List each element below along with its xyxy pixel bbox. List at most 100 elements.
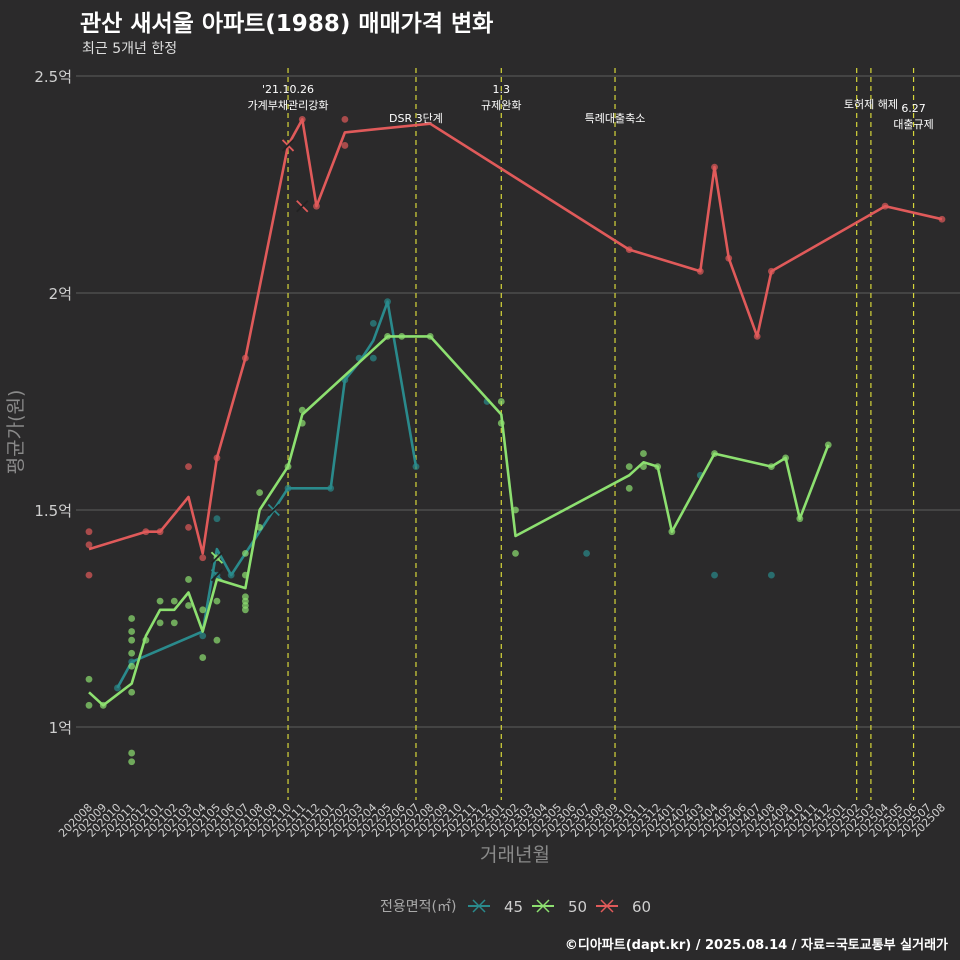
data-point	[668, 528, 676, 536]
data-point	[327, 484, 335, 492]
legend-item-45: 45	[468, 898, 523, 916]
data-point	[241, 550, 249, 557]
data-point	[213, 597, 221, 605]
data-point	[824, 441, 832, 449]
data-point	[398, 333, 406, 340]
data-point	[142, 528, 150, 536]
data-point	[256, 523, 263, 531]
data-point	[114, 684, 121, 692]
data-point	[711, 163, 718, 171]
data-point	[256, 489, 263, 497]
data-point	[341, 116, 349, 123]
data-point	[654, 463, 662, 470]
data-point	[625, 484, 633, 492]
legend-item-50: 50	[532, 898, 587, 916]
data-point	[185, 602, 192, 609]
y-axis-label: 평균가(원)	[5, 390, 27, 475]
data-point	[128, 615, 136, 622]
data-point	[128, 662, 136, 670]
data-point	[711, 571, 718, 579]
data-point	[384, 333, 391, 340]
data-point	[782, 454, 790, 462]
data-point	[768, 463, 775, 470]
data-point	[369, 319, 377, 327]
data-point	[412, 463, 420, 470]
legend: 전용면적(㎡) 45 50 60	[380, 898, 651, 916]
data-point	[583, 550, 590, 557]
data-point	[213, 454, 221, 462]
series-45	[114, 298, 775, 692]
cross-marker	[210, 551, 224, 564]
legend-label: 45	[504, 898, 523, 916]
data-point	[298, 419, 306, 427]
data-point	[128, 628, 136, 635]
data-point	[625, 463, 633, 470]
chart-subtitle: 최근 5개년 한정	[82, 41, 178, 57]
data-point	[128, 758, 136, 766]
data-point	[156, 619, 164, 627]
data-point	[185, 576, 192, 583]
legend-item-60: 60	[596, 898, 651, 916]
x-axis-ticks: 2020082020092020102020112020122021012021…	[56, 801, 948, 840]
data-point	[85, 528, 93, 536]
data-point	[298, 116, 306, 123]
event-label: 가계부채관리강화	[248, 99, 329, 112]
grid-lines	[76, 75, 960, 728]
series-line-60	[88, 118, 943, 555]
data-point	[881, 202, 889, 210]
data-point	[241, 571, 249, 579]
y-tick-label: 2.5억	[34, 68, 72, 86]
data-point	[241, 606, 249, 614]
data-point	[213, 515, 221, 523]
data-point	[128, 649, 136, 657]
series-50	[85, 333, 832, 766]
data-point	[696, 267, 704, 275]
series-group	[85, 116, 946, 766]
legend-swatch-cross	[600, 899, 614, 913]
data-point	[796, 515, 804, 523]
legend-swatch-cross	[472, 899, 486, 913]
data-point	[625, 246, 633, 254]
data-point	[711, 450, 718, 457]
event-label: 6.27	[901, 102, 926, 115]
data-point	[938, 215, 946, 223]
y-axis-ticks: 1억 1.5억 2억 2.5억	[34, 68, 72, 737]
data-point	[128, 636, 136, 644]
data-point	[768, 267, 775, 275]
y-tick-label: 1억	[49, 719, 72, 737]
cross-marker	[281, 139, 295, 152]
chart-title: 관산 새서울 아파트(1988) 매매가격 변화	[80, 11, 494, 37]
event-label: 1.3	[493, 83, 511, 96]
data-point	[284, 484, 292, 492]
data-point	[284, 463, 292, 470]
data-point	[156, 597, 164, 605]
series-60	[85, 116, 946, 579]
data-point	[128, 688, 136, 696]
data-point	[156, 528, 164, 536]
data-point	[199, 632, 207, 640]
data-point	[213, 636, 221, 644]
data-point	[85, 571, 93, 579]
data-point	[142, 636, 150, 644]
event-label: 규제완화	[481, 99, 521, 112]
data-point	[640, 463, 647, 470]
event-label: 토허제 해제	[844, 97, 898, 111]
data-point	[85, 675, 93, 683]
data-point	[512, 550, 519, 557]
data-point	[384, 298, 391, 306]
data-point	[313, 202, 320, 210]
legend-label: 60	[632, 898, 651, 916]
cross-marker	[267, 503, 280, 517]
data-point	[199, 606, 207, 614]
y-tick-label: 2억	[49, 285, 72, 303]
data-point	[85, 701, 93, 709]
cross-marker	[210, 568, 224, 582]
cross-marker	[296, 200, 309, 213]
data-point	[369, 354, 377, 362]
event-label: 대출규제	[893, 118, 933, 131]
data-point	[170, 619, 178, 627]
legend-label: 50	[568, 898, 587, 916]
data-point	[640, 450, 647, 457]
